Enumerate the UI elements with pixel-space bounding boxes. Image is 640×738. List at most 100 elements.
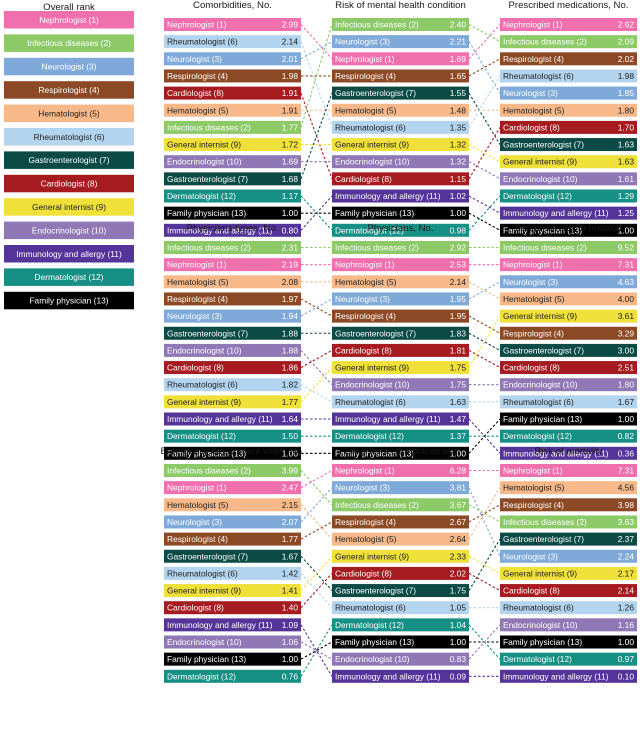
row-label: Infectious diseases (2)	[503, 243, 587, 253]
row-label: Respirologist (4)	[335, 517, 396, 527]
row-value: 0.97	[618, 654, 635, 664]
row-value: 1.00	[618, 225, 635, 235]
row-value: 6.28	[450, 466, 467, 476]
row-value: 3.81	[450, 483, 467, 493]
row-bar	[500, 618, 637, 632]
row-bar	[332, 652, 469, 666]
overall-rank-item-neurologist	[4, 57, 134, 76]
row-label: Family physician (13)	[167, 448, 246, 458]
panel-row-infectious-diseases: Infectious diseases (2) 3.99	[164, 464, 301, 477]
row-value: 2.08	[282, 277, 299, 287]
row-label: Nephrologist (1)	[335, 260, 395, 270]
panel-row-cardiologist: Cardiologist (8) 1.86	[164, 361, 301, 375]
row-value: 2.15	[282, 500, 299, 510]
row-label: Cardiologist (8)	[167, 88, 224, 98]
connector-dermatologist	[300, 624, 333, 677]
row-label: Rheumatologist (6)	[335, 603, 406, 613]
panel-row-neurologist: Neurologist (3) 1.95	[332, 292, 469, 306]
connector-family-physician	[300, 641, 333, 660]
row-label: Infectious diseases (2)	[167, 466, 251, 476]
row-label: Respirologist (4)	[503, 500, 564, 510]
row-value: 9.52	[618, 243, 635, 253]
connector-hematologist	[300, 504, 333, 540]
connector-infectious-diseases	[468, 504, 501, 523]
row-value: 4.00	[618, 294, 635, 304]
row-value: 1.85	[618, 88, 635, 98]
panel-row-neurologist: Neurologist (3) 2.24	[500, 549, 637, 563]
row-value: 1.61	[618, 174, 635, 184]
panel-row-respirologist: Respirologist (4) 1.95	[332, 309, 469, 323]
row-bar	[332, 429, 469, 443]
panel-row-infectious-diseases: Infectious diseases (2) 2.31	[164, 241, 301, 254]
row-value: 0.10	[618, 671, 635, 681]
overall-rank-box	[4, 104, 134, 123]
row-value: 1.75	[450, 586, 467, 596]
overall-rank-item-endocrinologist	[4, 221, 134, 240]
row-value: 0.09	[450, 671, 467, 681]
row-bar	[332, 258, 469, 272]
panel-row-nephrologist: Nephrologist (1) 2.53	[332, 258, 469, 272]
overall-rank-label: General internist (9)	[32, 202, 106, 212]
row-value: 1.06	[282, 637, 299, 647]
panel-row-family-physician: Family physician (13) 1.00	[500, 223, 637, 237]
row-bar	[500, 155, 637, 169]
panel-row-nephrologist: Nephrologist (1) 2.19	[164, 258, 301, 272]
panel-row-hematologist: Hematologist (5) 2.64	[332, 532, 469, 546]
row-value: 3.00	[618, 345, 635, 355]
row-bar	[500, 532, 637, 546]
panel-row-hematologist: Hematologist (5) 4.00	[500, 292, 637, 306]
row-value: 1.77	[282, 397, 299, 407]
overall-rank-label: Endocrinologist (10)	[32, 225, 107, 235]
row-label: Rheumatologist (6)	[335, 397, 406, 407]
row-bar	[164, 18, 301, 31]
panel-prescribed-medications-no: Prescribed medications, No. Nephrologist …	[500, 0, 637, 237]
connector-neurologist	[468, 281, 501, 300]
row-bar	[332, 566, 469, 580]
row-bar	[500, 515, 637, 529]
row-bar	[164, 532, 301, 546]
panel-row-cardiologist: Cardiologist (8) 1.15	[332, 172, 469, 186]
row-value: 2.02	[618, 54, 635, 64]
panel-length-of-stay-in-hospital: Length of stay in hospital Infectious dis…	[500, 223, 637, 460]
row-bar	[500, 566, 637, 580]
row-label: Rheumatologist (6)	[167, 380, 238, 390]
row-value: 1.75	[450, 380, 467, 390]
panel-row-hematologist: Hematologist (5) 2.14	[332, 275, 469, 289]
row-bar	[500, 241, 637, 254]
panel-row-nephrologist: Nephrologist (1) 1.69	[332, 52, 469, 66]
overall-rank-box	[4, 174, 134, 193]
panel-physicians-types-no: Physicians types, No. Infectious diseases…	[164, 223, 301, 460]
row-bar	[332, 549, 469, 563]
row-bar	[500, 635, 637, 649]
panel-row-cardiologist: Cardiologist (8) 2.14	[500, 584, 637, 598]
row-value: 2.47	[282, 483, 299, 493]
panel-row-hematologist: Hematologist (5) 1.80	[500, 103, 637, 117]
row-label: Immunology and allergy (11)	[503, 448, 609, 458]
panel-row-gastroenterologist: Gastroenterologist (7) 3.00	[500, 343, 637, 357]
panel-row-general-internist: General internist (9) 1.41	[164, 584, 301, 598]
row-label: Nephrologist (1)	[503, 20, 563, 30]
row-label: Endocrinologist (10)	[167, 345, 242, 355]
panel-row-dermatologist: Dermatologist (12) 0.76	[164, 669, 301, 683]
row-bar	[164, 584, 301, 598]
connector-respirologist	[468, 504, 501, 523]
panel-row-family-physician: Family physician (13) 1.00	[500, 635, 637, 649]
overall-rank-label: Dermatologist (12)	[35, 272, 104, 282]
row-label: General internist (9)	[335, 551, 409, 561]
row-value: 1.63	[618, 157, 635, 167]
row-label: Family physician (13)	[335, 448, 414, 458]
panel-row-rheumatologist: Rheumatologist (6) 1.67	[500, 395, 637, 409]
row-value: 1.72	[282, 140, 299, 150]
row-value: 1.47	[450, 414, 467, 424]
row-value: 1.80	[618, 105, 635, 115]
connector-gastroenterologist	[300, 92, 333, 180]
panel-row-endocrinologist: Endocrinologist (10) 1.75	[332, 378, 469, 392]
panel-row-immunology-and-allergy: Immunology and allergy (11) 1.64	[164, 412, 301, 426]
overall-rank-box	[4, 291, 134, 310]
row-label: Family physician (13)	[335, 208, 414, 218]
row-label: Infectious diseases (2)	[167, 122, 251, 132]
panel-row-gastroenterologist: Gastroenterologist (7) 1.67	[164, 549, 301, 563]
row-bar	[164, 241, 301, 254]
panel-row-immunology-and-allergy: Immunology and allergy (11) 1.25	[500, 206, 637, 220]
row-label: Cardiologist (8)	[335, 174, 392, 184]
